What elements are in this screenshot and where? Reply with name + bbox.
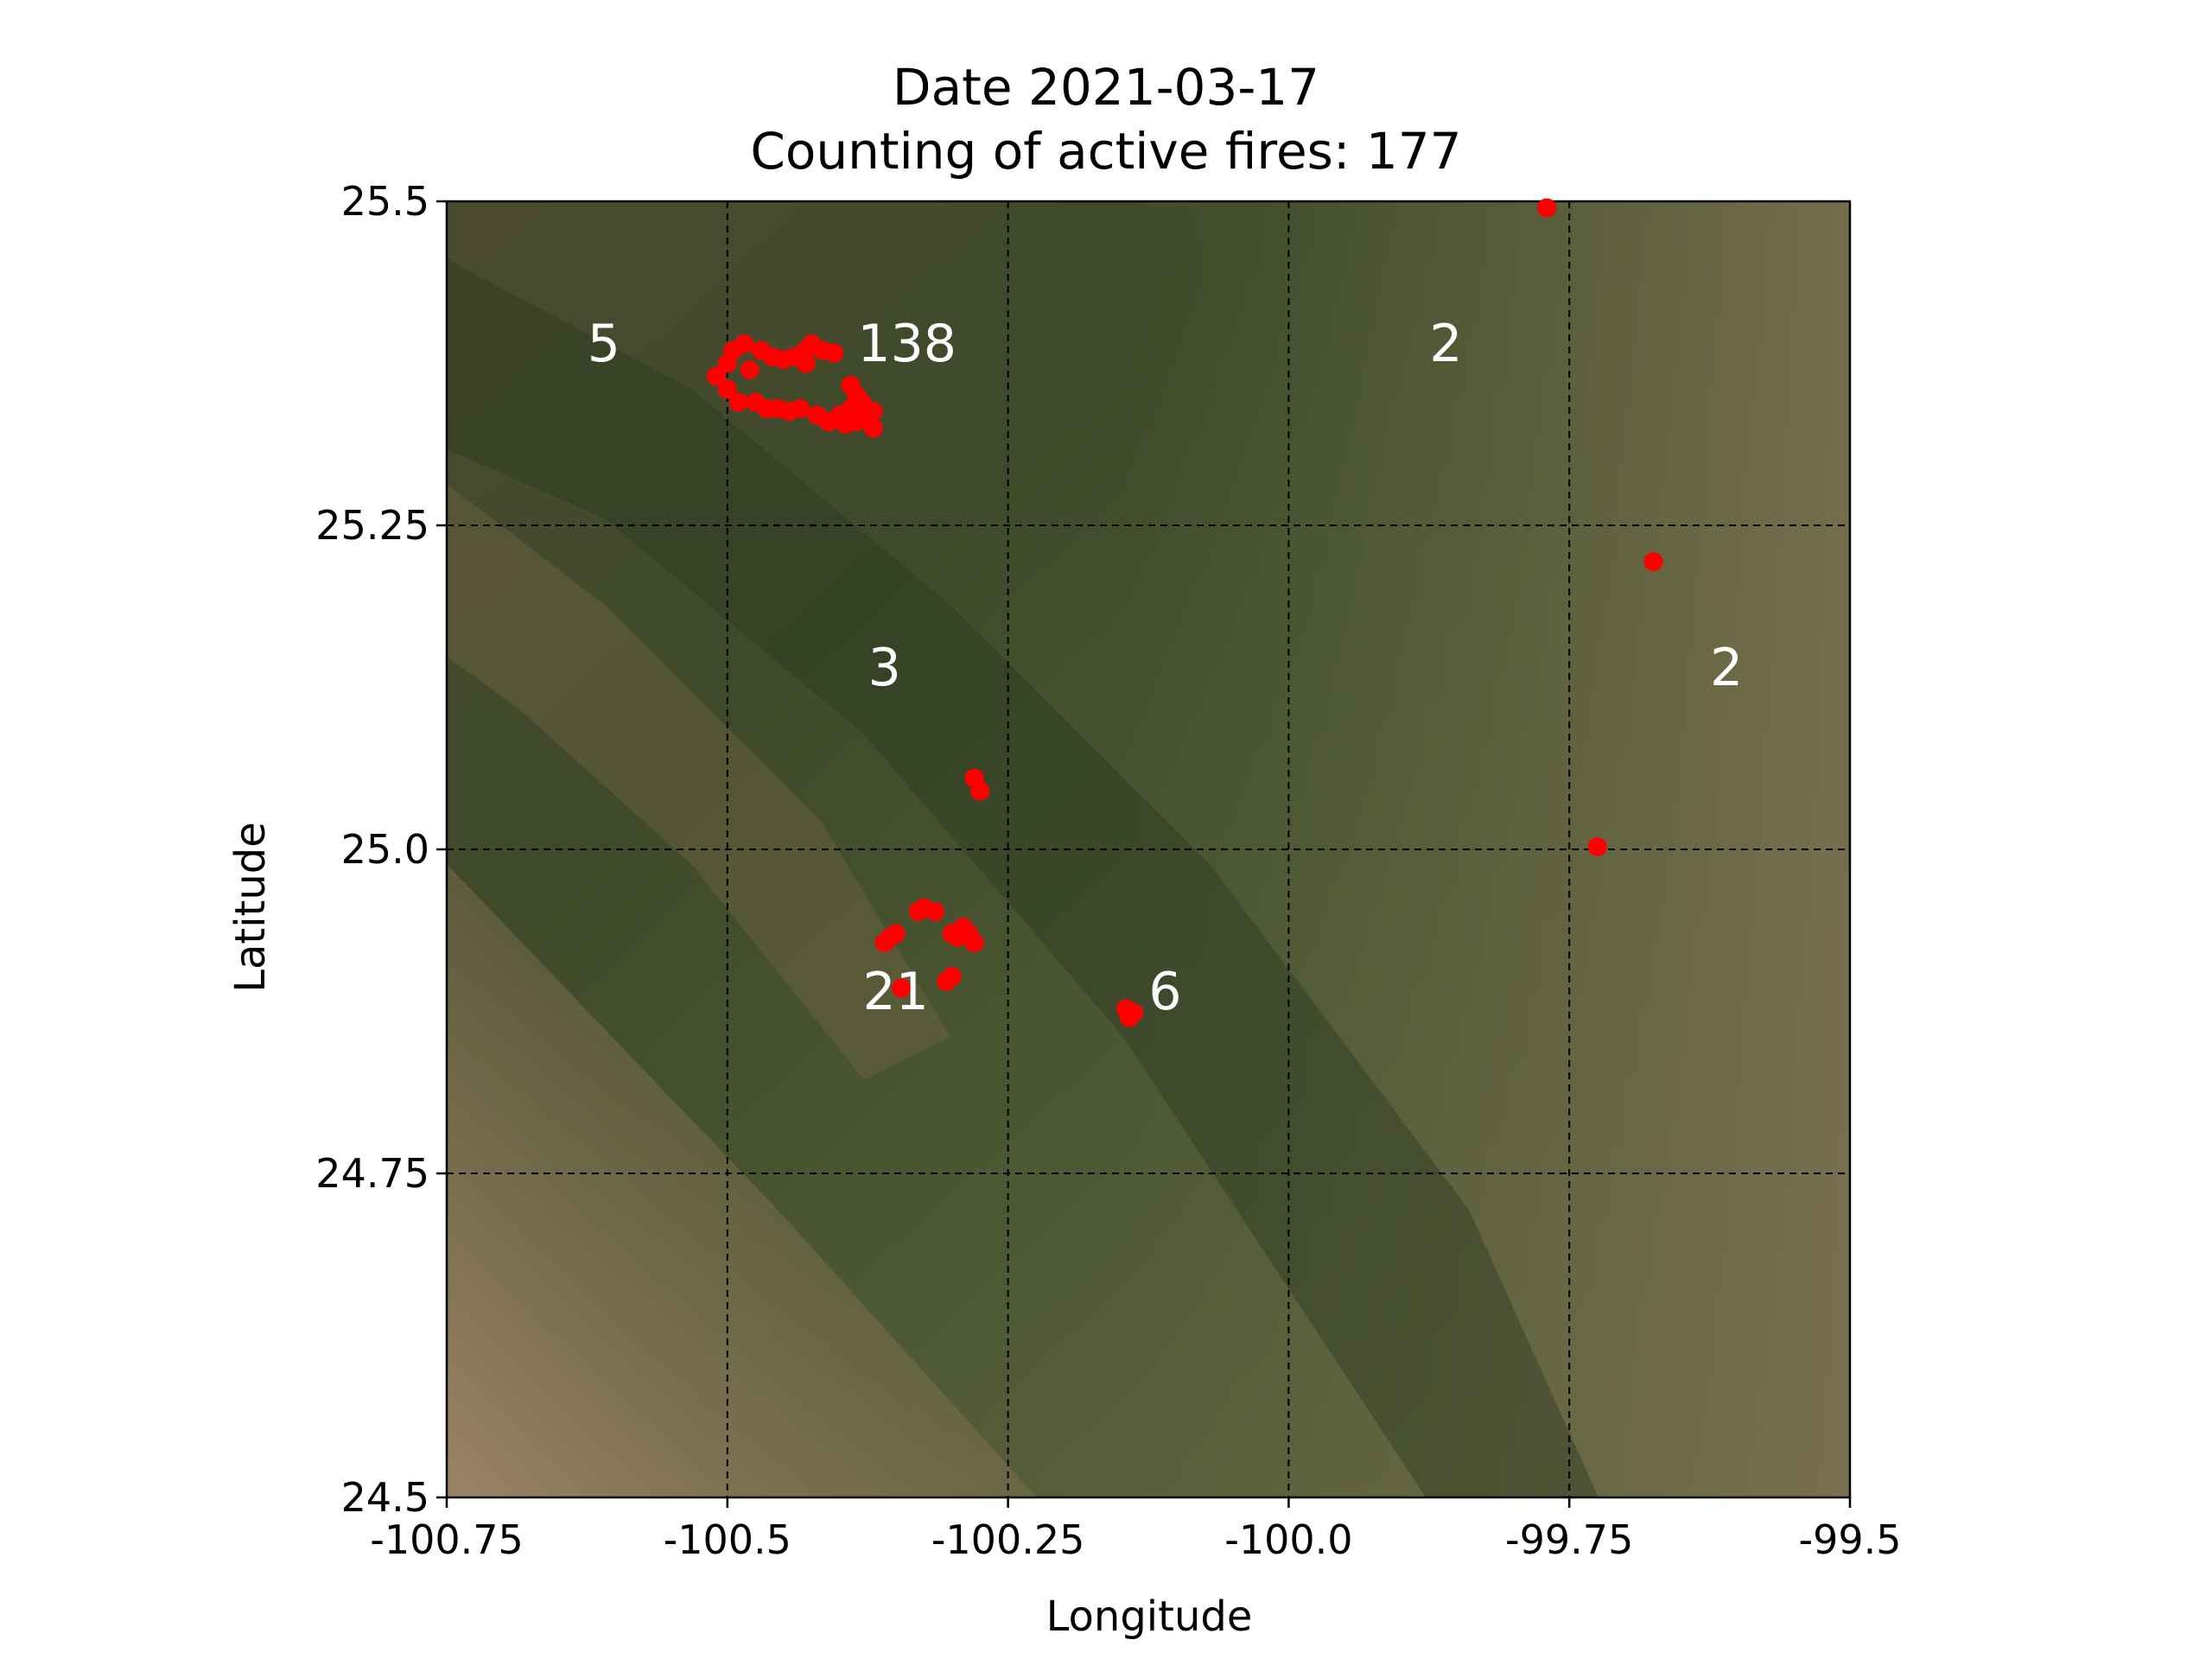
x-tick-label: -100.5 (664, 1516, 791, 1563)
fire-point (734, 334, 754, 353)
y-tick-label: 24.5 (341, 1474, 429, 1521)
basemap-desert-area (447, 864, 1037, 1497)
fire-point (841, 376, 861, 395)
fire-point (796, 353, 816, 373)
y-tick-label: 24.75 (315, 1150, 429, 1197)
x-tick-label: -100.25 (931, 1516, 1085, 1563)
fire-point (942, 967, 962, 986)
fire-point (863, 418, 883, 438)
y-tick-label: 25.25 (315, 502, 429, 549)
basemap (447, 201, 1850, 1497)
x-tick-label: -99.5 (1798, 1516, 1901, 1563)
fire-point (728, 392, 748, 412)
fire-point (824, 343, 844, 363)
axis-ticks: -100.75 -100.5 -100.25 -100.0 -99.75 -99.5 24.… (315, 178, 1901, 1563)
fire-point (740, 360, 760, 379)
basemap-ridge (447, 259, 1599, 1497)
fire-point (1587, 837, 1607, 856)
fire-point (1124, 1003, 1144, 1022)
fire-point (964, 933, 984, 952)
cluster-count-label: 2 (1710, 638, 1743, 698)
fire-point (1537, 198, 1557, 218)
fire-point (892, 978, 912, 998)
chart-subtitle: Counting of active fires: 177 (750, 122, 1462, 181)
fire-points (706, 198, 1663, 1027)
basemap-western-range (447, 484, 950, 1080)
x-axis-label: Longitude (1046, 1592, 1253, 1641)
chart-title: Date 2021-03-17 (892, 58, 1320, 117)
y-axis-label: Latitude (226, 822, 275, 993)
y-tick-label: 25.0 (341, 826, 429, 873)
fire-point (791, 399, 810, 418)
cluster-count-label: 2 (1429, 314, 1462, 374)
grid-lines (447, 201, 1850, 1497)
cluster-count-label: 5 (588, 314, 620, 374)
fire-point (1643, 552, 1663, 571)
cluster-count-label: 3 (868, 638, 901, 698)
cluster-count-label: 138 (857, 314, 957, 374)
x-tick-label: -100.75 (370, 1516, 524, 1563)
x-tick-label: -99.75 (1505, 1516, 1633, 1563)
basemap-east-plain (1123, 201, 1850, 1497)
cluster-count-label: 21 (863, 962, 929, 1022)
fire-point (863, 402, 883, 421)
cluster-count-label: 6 (1148, 962, 1181, 1022)
fire-point (717, 379, 737, 399)
fire-point (886, 924, 906, 944)
cluster-count-labels: 5 138 2 3 2 21 6 (588, 314, 1743, 1022)
fire-point (925, 902, 945, 921)
x-tick-label: -100.0 (1224, 1516, 1352, 1563)
y-tick-label: 25.5 (341, 178, 429, 225)
fire-point (706, 366, 726, 386)
fire-point (970, 781, 990, 801)
